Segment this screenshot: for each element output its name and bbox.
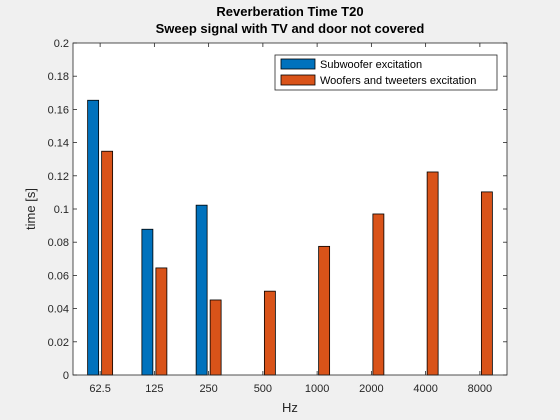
x-tick-label: 250 [199,383,217,395]
x-tick-label: 8000 [468,383,492,395]
legend-swatch-subwoofer [280,58,316,70]
bar-woofers-tweeters-4000 [426,171,439,376]
y-tick-label: 0.06 [48,270,69,282]
y-axis-label: time [s] [23,188,38,230]
legend: Subwoofer excitation Woofers and tweeter… [274,54,498,91]
bar-woofers-tweeters-125 [155,267,168,376]
y-tick-label: 0.14 [48,138,69,150]
y-tick-label: 0.16 [48,104,69,116]
x-axis-label: Hz [282,400,298,415]
y-tick-label: 0.04 [48,304,69,316]
y-tick-label: 0.18 [48,71,69,83]
bar-woofers-tweeters-62.5 [101,150,114,376]
x-tick-label: 500 [254,383,272,395]
legend-label-woofers-tweeters: Woofers and tweeters excitation [320,75,476,87]
y-tick-label: 0.2 [54,38,69,50]
bar-subwoofer-62.5 [87,99,100,376]
bar-subwoofer-250 [195,204,208,376]
plot-frame [72,42,508,376]
chart-subtitle: Sweep signal with TV and door not covere… [156,21,425,36]
bar-woofers-tweeters-250 [209,299,222,376]
bar-subwoofer-125 [141,228,154,376]
x-tick-label: 2000 [359,383,383,395]
y-tick-label: 0.12 [48,171,69,183]
bar-woofers-tweeters-500 [263,290,276,376]
y-tick-label: 0.1 [54,204,69,216]
x-tick-label: 1000 [305,383,329,395]
y-tick-label: 0 [63,370,69,382]
bars-group [87,99,493,376]
bar-woofers-tweeters-2000 [372,213,385,376]
bar-woofers-tweeters-8000 [480,191,493,376]
y-tick-label: 0.08 [48,237,69,249]
y-tick-label: 0.02 [48,337,69,349]
chart-title: Reverberation Time T20 [216,4,363,19]
plot-area [73,43,507,375]
bar-woofers-tweeters-1000 [318,245,331,376]
ticks-group: 62.5 125 250 500 1000 2000 4000 8000 0 0.02 0.04 0.… [48,38,507,395]
x-tick-label: 62.5 [89,383,110,395]
x-tick-label: 125 [145,383,163,395]
x-tick-label: 4000 [413,383,437,395]
legend-label-subwoofer: Subwoofer excitation [320,59,422,71]
legend-swatch-woofers-tweeters [280,74,316,86]
